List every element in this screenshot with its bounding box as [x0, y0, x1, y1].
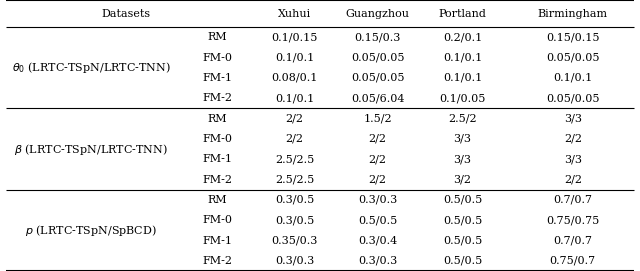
- Text: 0.15/0.3: 0.15/0.3: [355, 32, 401, 42]
- Text: 2/2: 2/2: [564, 175, 582, 185]
- Text: 0.05/0.05: 0.05/0.05: [351, 53, 404, 63]
- Text: FM-0: FM-0: [203, 215, 232, 225]
- Text: 2/2: 2/2: [285, 114, 303, 124]
- Text: 0.1/0.15: 0.1/0.15: [271, 32, 317, 42]
- Text: 0.5/0.5: 0.5/0.5: [443, 215, 482, 225]
- Text: 0.5/0.5: 0.5/0.5: [443, 235, 482, 246]
- Text: 0.3/0.5: 0.3/0.5: [275, 195, 314, 205]
- Text: 0.1/0.1: 0.1/0.1: [553, 73, 593, 83]
- Text: 0.7/0.7: 0.7/0.7: [554, 195, 592, 205]
- Text: $\theta_0$ (LRTC-TSpN/LRTC-TNN): $\theta_0$ (LRTC-TSpN/LRTC-TNN): [12, 60, 171, 75]
- Text: 0.5/0.5: 0.5/0.5: [443, 195, 482, 205]
- Text: RM: RM: [208, 114, 227, 124]
- Text: Xuhui: Xuhui: [278, 9, 311, 18]
- Text: 0.3/0.3: 0.3/0.3: [275, 256, 314, 266]
- Text: 2/2: 2/2: [285, 134, 303, 144]
- Text: 2.5/2.5: 2.5/2.5: [275, 154, 314, 164]
- Text: 0.08/0.1: 0.08/0.1: [271, 73, 317, 83]
- Text: $p$ (LRTC-TSpN/SpBCD): $p$ (LRTC-TSpN/SpBCD): [25, 223, 157, 238]
- Text: 0.1/0.1: 0.1/0.1: [275, 93, 314, 103]
- Text: 2/2: 2/2: [369, 175, 387, 185]
- Text: 0.35/0.3: 0.35/0.3: [271, 235, 317, 246]
- Text: $\beta$ (LRTC-TSpN/LRTC-TNN): $\beta$ (LRTC-TSpN/LRTC-TNN): [14, 141, 168, 157]
- Text: 0.05/0.05: 0.05/0.05: [351, 73, 404, 83]
- Text: 2/2: 2/2: [564, 134, 582, 144]
- Text: FM-1: FM-1: [203, 235, 232, 246]
- Text: Datasets: Datasets: [102, 9, 151, 18]
- Text: RM: RM: [208, 32, 227, 42]
- Text: Birmingham: Birmingham: [538, 9, 608, 18]
- Text: Portland: Portland: [438, 9, 486, 18]
- Text: FM-2: FM-2: [203, 256, 232, 266]
- Text: 0.75/0.75: 0.75/0.75: [546, 215, 600, 225]
- Text: 0.3/0.5: 0.3/0.5: [275, 215, 314, 225]
- Text: FM-0: FM-0: [203, 53, 232, 63]
- Text: 0.5/0.5: 0.5/0.5: [358, 215, 397, 225]
- Text: 3/3: 3/3: [564, 114, 582, 124]
- Text: 0.15/0.15: 0.15/0.15: [546, 32, 600, 42]
- Text: 2/2: 2/2: [369, 134, 387, 144]
- Text: 0.5/0.5: 0.5/0.5: [443, 256, 482, 266]
- Text: FM-1: FM-1: [203, 73, 232, 83]
- Text: 0.05/0.05: 0.05/0.05: [546, 93, 600, 103]
- Text: 0.7/0.7: 0.7/0.7: [554, 235, 592, 246]
- Text: FM-0: FM-0: [203, 134, 232, 144]
- Text: FM-2: FM-2: [203, 175, 232, 185]
- Text: 0.3/0.3: 0.3/0.3: [358, 195, 397, 205]
- Text: 0.3/0.4: 0.3/0.4: [358, 235, 397, 246]
- Text: 0.1/0.05: 0.1/0.05: [439, 93, 486, 103]
- Text: 3/2: 3/2: [453, 175, 472, 185]
- Text: 0.2/0.1: 0.2/0.1: [443, 32, 482, 42]
- Text: 0.1/0.1: 0.1/0.1: [443, 73, 482, 83]
- Text: 0.1/0.1: 0.1/0.1: [443, 53, 482, 63]
- Text: Guangzhou: Guangzhou: [346, 9, 410, 18]
- Text: 2.5/2.5: 2.5/2.5: [275, 175, 314, 185]
- Text: 3/3: 3/3: [453, 134, 472, 144]
- Text: FM-2: FM-2: [203, 93, 232, 103]
- Text: 0.05/6.04: 0.05/6.04: [351, 93, 404, 103]
- Text: 2.5/2: 2.5/2: [448, 114, 477, 124]
- Text: RM: RM: [208, 195, 227, 205]
- Text: 0.1/0.1: 0.1/0.1: [275, 53, 314, 63]
- Text: 3/3: 3/3: [453, 154, 472, 164]
- Text: 0.75/0.7: 0.75/0.7: [550, 256, 596, 266]
- Text: 3/3: 3/3: [564, 154, 582, 164]
- Text: 2/2: 2/2: [369, 154, 387, 164]
- Text: FM-1: FM-1: [203, 154, 232, 164]
- Text: 0.05/0.05: 0.05/0.05: [546, 53, 600, 63]
- Text: 0.3/0.3: 0.3/0.3: [358, 256, 397, 266]
- Text: 1.5/2: 1.5/2: [364, 114, 392, 124]
